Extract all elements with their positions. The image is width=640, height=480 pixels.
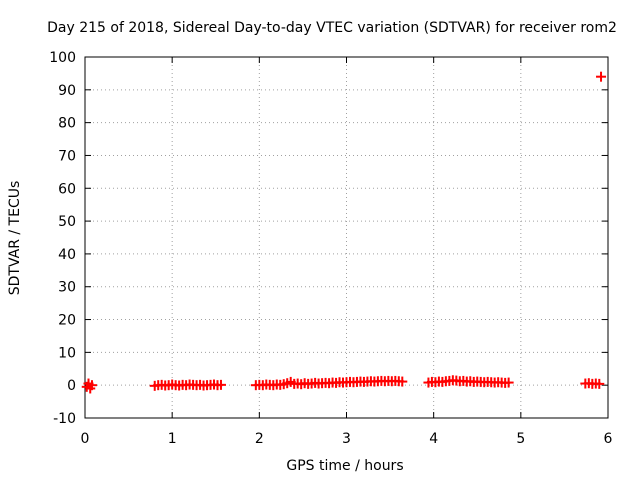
y-tick-label: 80	[58, 116, 76, 132]
data-point	[215, 379, 226, 390]
data-point	[594, 378, 605, 389]
data-point	[503, 377, 514, 388]
y-tick-label: 30	[58, 280, 76, 296]
x-tick-labels: 0 1 2 3 4 5 6	[81, 431, 613, 447]
data-point	[397, 376, 408, 387]
data-points	[81, 71, 607, 394]
y-tick-label: 60	[58, 181, 76, 197]
chart-title: Day 215 of 2018, Sidereal Day-to-day VTE…	[47, 20, 617, 36]
data-point	[86, 380, 97, 391]
x-tick-label: 6	[604, 431, 613, 447]
data-point	[596, 71, 607, 82]
y-axis-label: SDTVAR / TECUs	[7, 181, 23, 296]
x-tick-label: 4	[429, 431, 438, 447]
plot-frame	[84, 56, 609, 419]
y-tick-label: 40	[58, 247, 76, 263]
y-tick-labels: -10 0 10 20 30 40 50 60 70 80 90 100	[49, 50, 76, 427]
x-tick-label: 0	[81, 431, 90, 447]
x-tick-label: 1	[168, 431, 177, 447]
y-tick-label: 10	[58, 345, 76, 361]
y-tick-label: 70	[58, 148, 76, 164]
y-tick-label: 0	[67, 378, 76, 394]
y-tick-label: -10	[53, 411, 76, 427]
grid-lines	[85, 57, 608, 418]
y-tick-label: 90	[58, 83, 76, 99]
y-tick-label: 100	[49, 50, 76, 66]
x-axis-label: GPS time / hours	[286, 458, 403, 474]
y-tick-label: 20	[58, 313, 76, 329]
y-tick-label: 50	[58, 214, 76, 230]
x-tick-label: 5	[516, 431, 525, 447]
x-tick-label: 2	[255, 431, 264, 447]
x-tick-label: 3	[342, 431, 351, 447]
